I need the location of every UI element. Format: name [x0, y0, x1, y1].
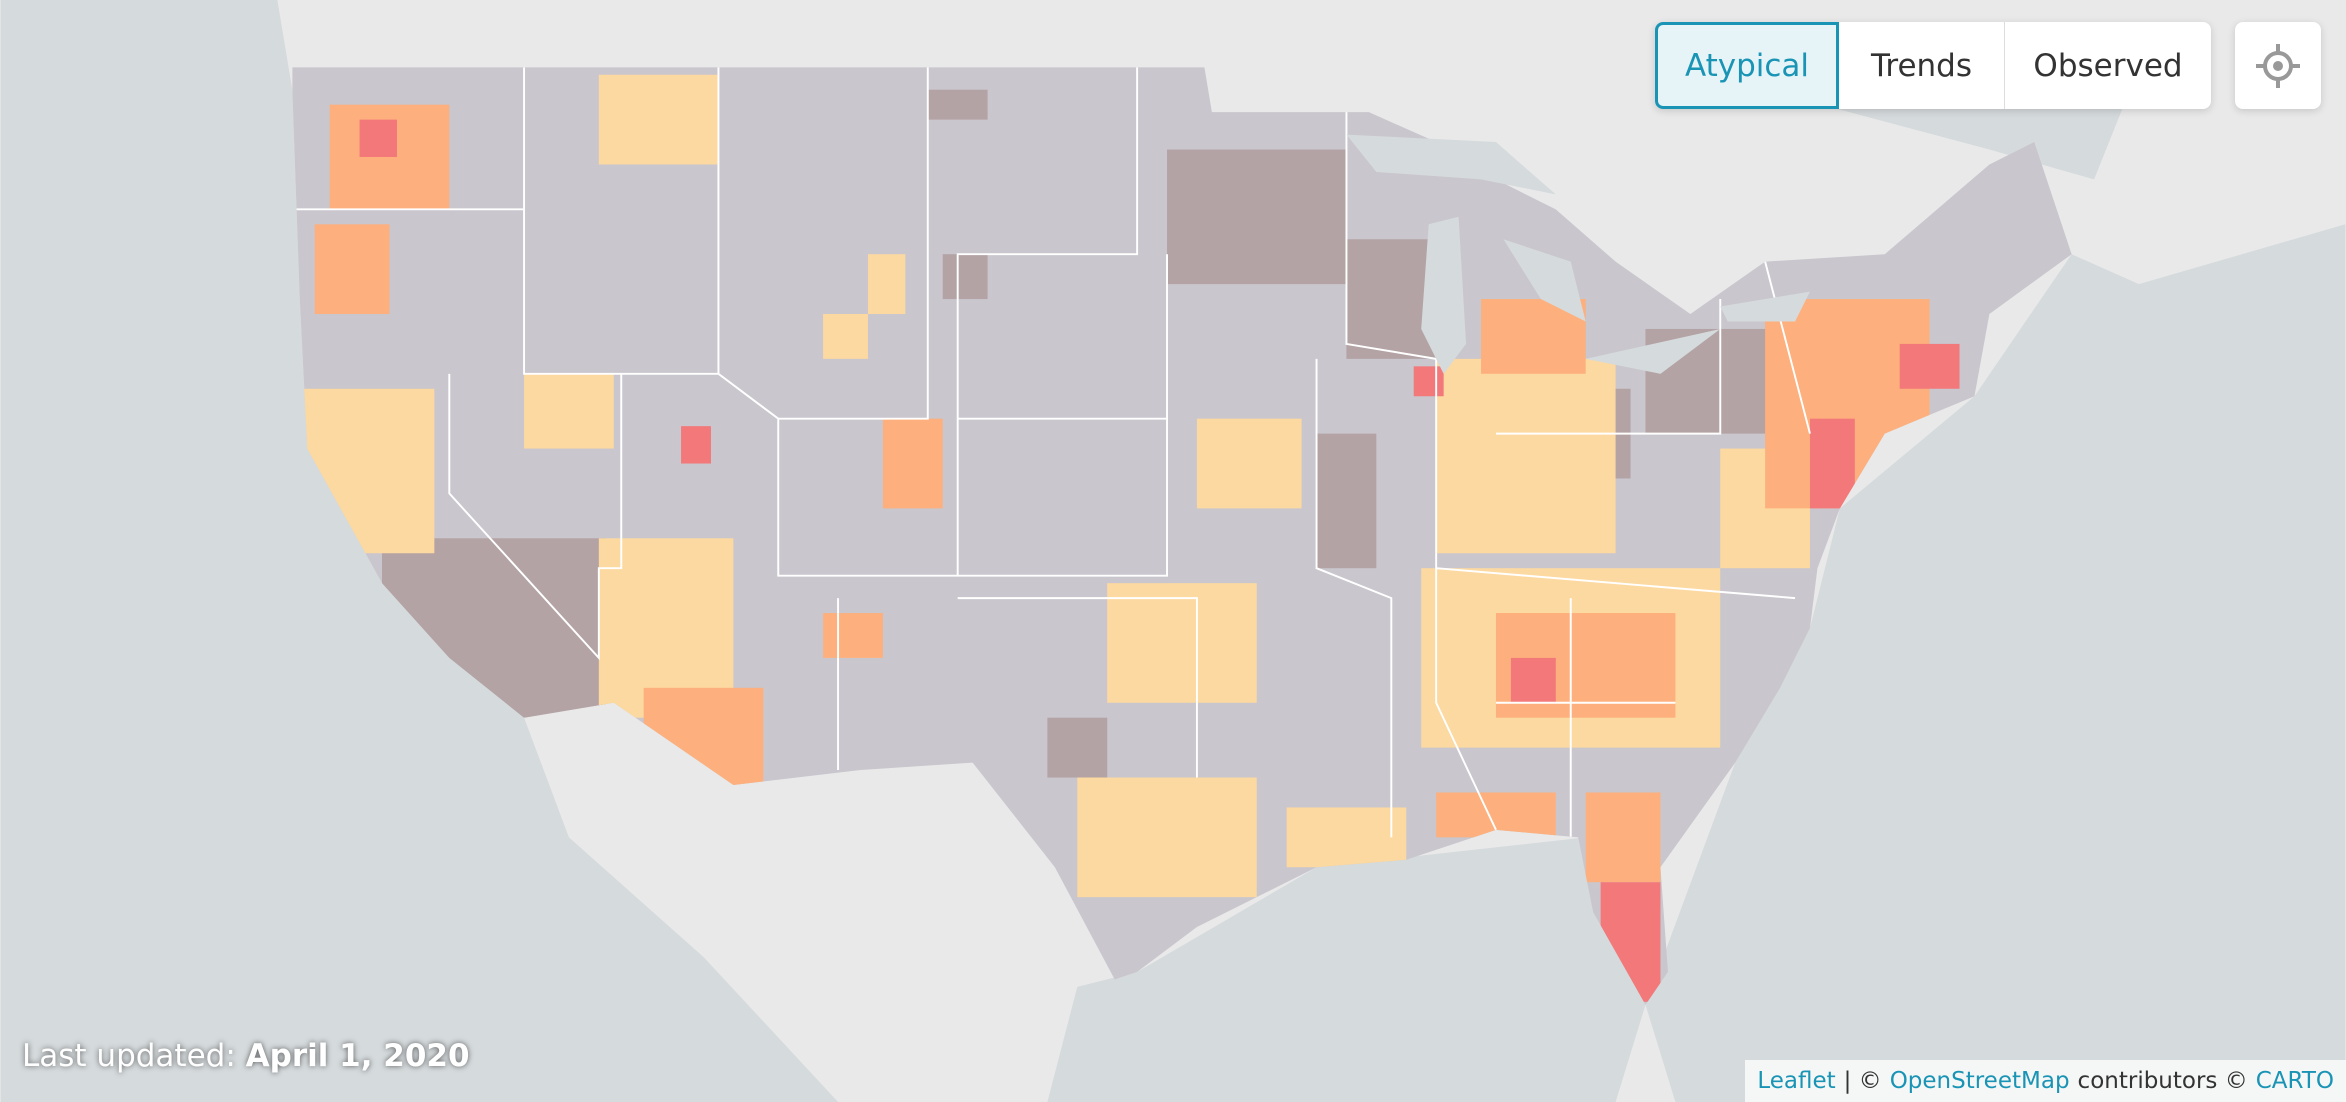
attribution-separator: | ©: [1843, 1068, 1882, 1094]
locate-icon: [2256, 43, 2300, 88]
locate-button[interactable]: [2235, 22, 2321, 109]
atlantic: [1645, 224, 2346, 1102]
toggle-button[interactable]: Trends: [1839, 22, 2005, 109]
updated-label: Last updated:: [22, 1038, 236, 1074]
leaflet-link[interactable]: Leaflet: [1757, 1068, 1836, 1094]
toggle-button[interactable]: Observed: [2033, 47, 2183, 84]
pacific: [0, 0, 839, 1102]
carto-link[interactable]: CARTO: [2255, 1068, 2334, 1094]
attribution: Leaflet | © OpenStreetMap contributors ©…: [1745, 1060, 2346, 1102]
gulf: [1047, 837, 1646, 1102]
last-updated: Last updated: April 1, 2020: [22, 1038, 470, 1074]
view-toggle: Atypical Trends Observed: [1655, 22, 2211, 109]
updated-date: April 1, 2020: [245, 1038, 470, 1074]
state-borders: [292, 67, 1811, 838]
osm-link[interactable]: OpenStreetMap: [1889, 1068, 2070, 1094]
toggle-button[interactable]: Atypical: [1655, 22, 1839, 109]
great-lakes: [1346, 134, 1810, 374]
attribution-text: contributors ©: [2077, 1068, 2248, 1094]
